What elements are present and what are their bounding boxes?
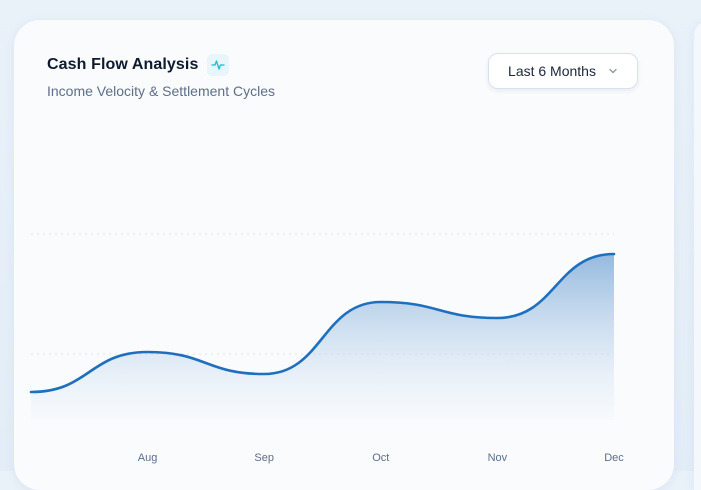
activity-icon (207, 54, 230, 76)
card-subtitle: Income Velocity & Settlement Cycles (47, 83, 275, 99)
x-tick-label-sep: Sep (254, 452, 274, 464)
time-range-dropdown[interactable]: Last 6 Months (488, 53, 638, 89)
cash-flow-line (29, 252, 616, 394)
x-tick-label-oct: Oct (372, 452, 389, 464)
x-tick-label-aug: Aug (138, 452, 158, 464)
cash-flow-area (31, 254, 614, 420)
card-header: Cash Flow Analysis (47, 54, 230, 76)
card-title: Cash Flow Analysis (47, 56, 199, 73)
cash-flow-chart: Aug Sep Oct Nov Dec (29, 233, 624, 464)
chevron-down-icon (608, 66, 618, 76)
x-tick-label-dec: Dec (604, 452, 624, 464)
cash-flow-card: Cash Flow Analysis Income Velocity & Set… (14, 20, 674, 490)
x-tick-label-nov: Nov (488, 452, 508, 464)
time-range-label: Last 6 Months (508, 63, 596, 79)
adjacent-card (694, 20, 701, 490)
